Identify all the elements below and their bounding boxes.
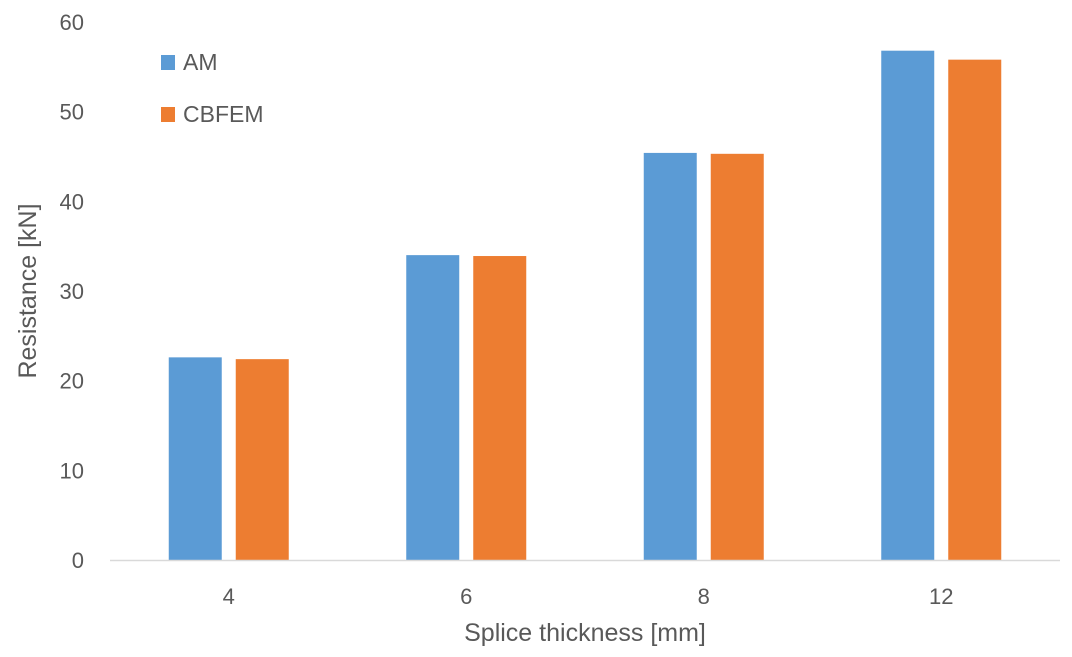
bar-am-4 bbox=[168, 357, 222, 560]
x-axis-label: Splice thickness [mm] bbox=[464, 619, 706, 647]
y-tick-label: 20 bbox=[60, 369, 84, 394]
legend-label: CBFEM bbox=[183, 101, 264, 127]
bar-cbfem-12 bbox=[948, 59, 1002, 560]
bar-cbfem-8 bbox=[710, 153, 764, 560]
y-tick-label: 40 bbox=[60, 189, 84, 214]
x-tick-label: 4 bbox=[223, 584, 235, 609]
bar-am-8 bbox=[643, 152, 697, 560]
legend-swatch-cbfem bbox=[161, 107, 175, 122]
y-tick-label: 60 bbox=[60, 10, 84, 35]
x-tick-label: 12 bbox=[929, 584, 953, 609]
legend-swatch-am bbox=[161, 55, 175, 70]
y-tick-label: 0 bbox=[72, 548, 84, 573]
y-tick-label: 10 bbox=[60, 458, 84, 483]
x-tick-label: 8 bbox=[698, 584, 710, 609]
bar-am-12 bbox=[881, 50, 935, 561]
legend-label: AM bbox=[183, 49, 218, 75]
bar-am-6 bbox=[406, 255, 460, 560]
bar-cbfem-6 bbox=[473, 256, 527, 560]
y-axis-label: Resistance [kN] bbox=[14, 203, 42, 378]
x-tick-label: 6 bbox=[460, 584, 472, 609]
y-tick-label: 50 bbox=[60, 100, 84, 125]
y-tick-label: 30 bbox=[60, 279, 84, 304]
bar-cbfem-4 bbox=[235, 359, 289, 560]
